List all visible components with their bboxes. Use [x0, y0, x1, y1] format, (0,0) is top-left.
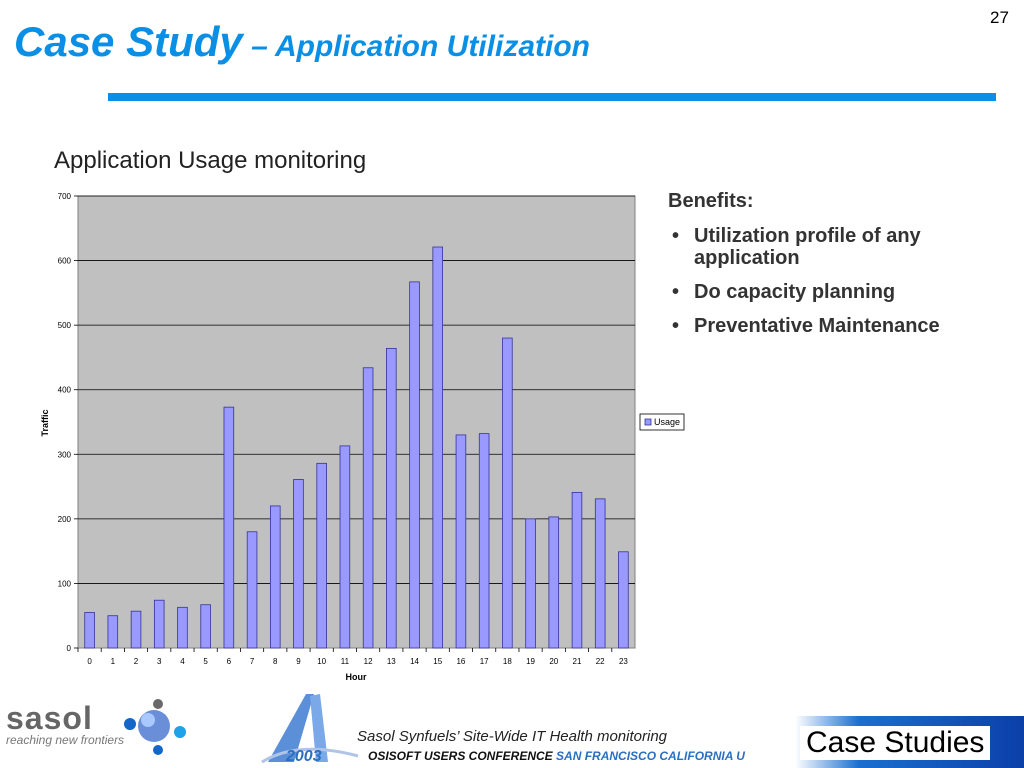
bar-hour-18: [502, 337, 513, 649]
x-axis-ticks: 0 1 2 3 4 5 6 7 8 9 10 11 12 13 14 15 16 17 18 19 20 21 22 23: [77, 648, 628, 666]
title-main: Case Study: [14, 18, 243, 65]
x-tick-label: 13: [387, 657, 396, 666]
x-tick-label: 11: [341, 657, 350, 666]
x-tick-label: 5: [203, 657, 208, 666]
x-tick-label: 10: [317, 657, 326, 666]
title-underline: [108, 93, 996, 101]
x-tick-label: 3: [157, 657, 162, 666]
sasol-logo: sasol reaching new frontiers: [6, 700, 124, 747]
slide-title: Case Study – Application Utilization: [14, 18, 590, 66]
slide-number: 27: [990, 8, 1009, 27]
bar-hour-10: [316, 462, 327, 649]
benefit-item: Utilization profile of any application: [668, 225, 968, 269]
title-sub: – Application Utilization: [242, 30, 590, 63]
conference-name: OSISOFT USERS CONFERENCE: [368, 749, 557, 763]
x-tick-label: 22: [596, 657, 605, 666]
plot-area: [77, 195, 636, 649]
benefits-panel: Benefits: Utilization profile of any app…: [668, 190, 968, 349]
x-tick-label: 7: [250, 657, 255, 666]
legend: Usage: [639, 413, 685, 431]
y-tick-label: 600: [58, 257, 72, 266]
bar-hour-5: [200, 604, 211, 649]
x-axis-label: Hour: [346, 672, 367, 682]
bar-hour-0: [84, 612, 95, 649]
bars: [84, 246, 629, 649]
sasol-wordmark: sasol: [6, 700, 93, 736]
bar-hour-20: [548, 516, 560, 649]
y-tick-label: 100: [58, 579, 72, 588]
x-tick-label: 16: [456, 657, 465, 666]
bar-hour-21: [571, 491, 583, 649]
y-tick-label: 0: [67, 644, 72, 653]
bar-hour-3: [153, 599, 165, 649]
bar-hour-7: [246, 531, 258, 649]
footer-caption: Sasol Synfuels’ Site-Wide IT Health moni…: [357, 728, 668, 745]
legend-swatch: [644, 418, 652, 426]
x-tick-label: 8: [273, 657, 278, 666]
x-tick-label: 17: [480, 657, 489, 666]
benefits-list: Utilization profile of any application D…: [668, 225, 968, 337]
x-tick-label: 15: [433, 657, 442, 666]
x-tick-label: 23: [619, 657, 628, 666]
bar-hour-14: [409, 281, 420, 649]
x-tick-label: 12: [364, 657, 373, 666]
legend-label: Usage: [654, 417, 680, 427]
x-tick-label: 21: [573, 657, 582, 666]
molecule-icon: [124, 699, 186, 755]
bar-hour-8: [269, 505, 281, 649]
x-tick-label: 14: [410, 657, 419, 666]
bar-hour-19: [525, 518, 536, 649]
y-tick-label: 700: [58, 192, 72, 201]
y-tick-label: 300: [58, 450, 72, 459]
bar-hour-16: [455, 434, 467, 649]
x-tick-label: 1: [111, 657, 116, 666]
x-tick-label: 9: [296, 657, 301, 666]
bar-hour-22: [594, 498, 606, 649]
gridlines: [78, 195, 635, 584]
x-tick-label: 20: [549, 657, 558, 666]
bar-hour-4: [177, 606, 188, 649]
y-tick-label: 400: [58, 386, 72, 395]
x-tick-label: 19: [526, 657, 535, 666]
benefit-item: Preventative Maintenance: [668, 315, 968, 337]
y-tick-label: 500: [58, 321, 72, 330]
conference-banner: OSISOFT USERS CONFERENCE SAN FRANCISCO C…: [368, 749, 788, 765]
bar-hour-11: [339, 445, 351, 649]
bar-hour-9: [293, 479, 304, 649]
case-studies-banner: Case Studies: [788, 716, 1024, 768]
case-studies-label: Case Studies: [800, 726, 991, 760]
bar-hour-2: [130, 610, 142, 649]
x-tick-label: 0: [87, 657, 92, 666]
y-tick-label: 200: [58, 515, 72, 524]
bar-hour-23: [618, 551, 629, 649]
bar-hour-1: [107, 615, 119, 649]
legend-box: [639, 413, 685, 431]
x-tick-label: 2: [134, 657, 139, 666]
x-tick-label: 18: [503, 657, 512, 666]
y-axis-ticks: 0 100 200 300 400 500 600 700: [58, 192, 78, 653]
bar-hour-6: [223, 406, 235, 649]
conference-year: 2003: [286, 748, 322, 765]
sasol-tagline: reaching new frontiers: [6, 733, 125, 747]
bar-hour-17: [478, 433, 490, 649]
benefit-item: Do capacity planning: [668, 281, 968, 303]
bar-hour-12: [362, 367, 374, 649]
x-tick-label: 4: [180, 657, 185, 666]
y-axis-label: Traffic: [40, 409, 50, 436]
bar-hour-15: [432, 246, 444, 649]
section-heading: Application Usage monitoring: [54, 147, 367, 174]
benefits-heading: Benefits:: [668, 190, 754, 212]
conference-location: SAN FRANCISCO CALIFORNIA U: [556, 749, 745, 763]
conference-logo-icon: [261, 694, 359, 764]
bar-hour-13: [386, 347, 397, 649]
x-tick-label: 6: [227, 657, 232, 666]
